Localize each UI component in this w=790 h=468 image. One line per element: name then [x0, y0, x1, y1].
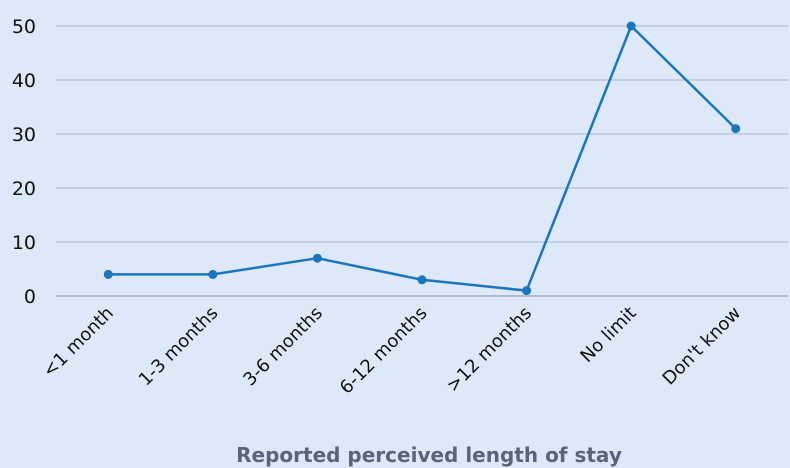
y-tick-label: 40 [12, 70, 36, 92]
y-tick-label: 10 [12, 232, 36, 254]
series-group [103, 21, 741, 296]
data-point [731, 124, 741, 134]
data-point [626, 21, 636, 31]
y-axis-ticks: 0 10 20 30 40 50 [12, 16, 36, 308]
y-tick-label: 30 [12, 124, 36, 146]
data-point [208, 269, 218, 279]
y-tick-label: 50 [12, 16, 36, 38]
x-axis-label: Reported perceived length of stay [236, 443, 622, 467]
data-point [522, 286, 532, 296]
y-tick-label: 0 [24, 286, 36, 308]
gridlines [56, 25, 788, 297]
data-point [312, 253, 322, 263]
data-point [103, 269, 113, 279]
data-point [417, 275, 427, 285]
y-tick-label: 20 [12, 178, 36, 200]
